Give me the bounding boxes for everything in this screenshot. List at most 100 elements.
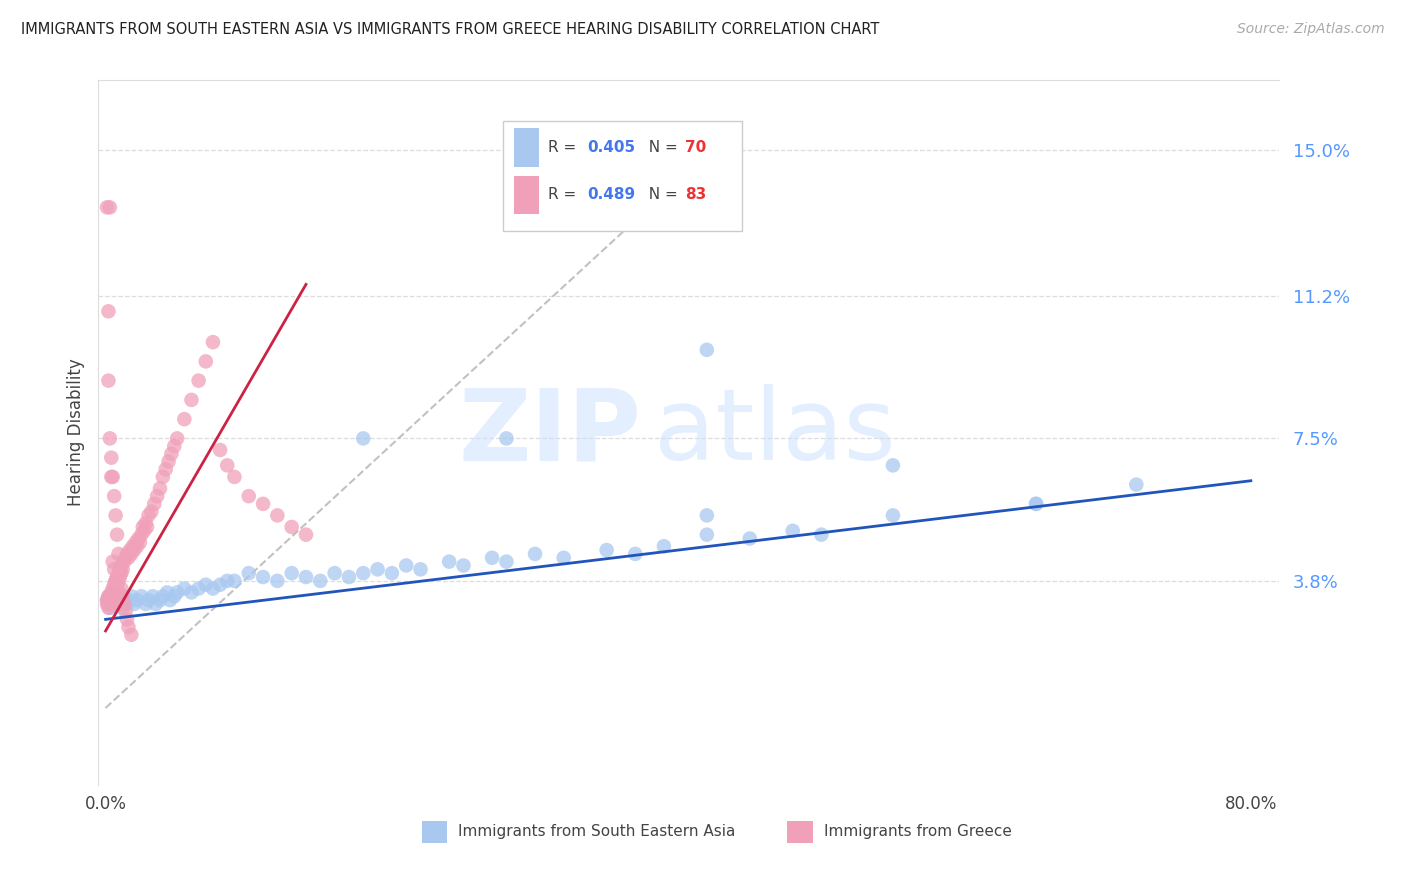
Point [104,589,127,603]
Point [238,566,260,581]
Point [149,482,172,496]
Point [595,543,617,558]
Point [166,585,188,599]
Point [157,454,180,468]
Point [146,489,169,503]
Point [156,585,179,599]
Point [882,508,904,523]
Point [121,539,143,553]
Point [323,566,346,581]
Point [252,570,274,584]
Point [352,566,374,581]
Point [111,589,134,603]
Text: IMMIGRANTS FROM SOUTH EASTERN ASIA VS IMMIGRANTS FROM GREECE HEARING DISABILITY : IMMIGRANTS FROM SOUTH EASTERN ASIA VS IM… [21,22,880,37]
Point [135,597,157,611]
Point [103,597,125,611]
Point [114,550,136,565]
Point [97,374,120,388]
Point [696,508,718,523]
Point [138,593,160,607]
Point [495,555,517,569]
Point [122,543,145,558]
Point [120,628,142,642]
Point [96,593,118,607]
Point [696,343,718,357]
Point [155,462,177,476]
Point [138,508,160,523]
Point [101,597,124,611]
Point [163,439,186,453]
Point [352,431,374,445]
Point [107,566,129,581]
Text: Source: ZipAtlas.com: Source: ZipAtlas.com [1237,22,1385,37]
Point [217,458,239,473]
Point [100,470,122,484]
Point [98,431,121,445]
Point [810,527,832,541]
Text: ZIP: ZIP [458,384,641,481]
Point [96,593,118,607]
Point [131,589,153,603]
Point [98,200,121,214]
Point [1025,497,1047,511]
Point [100,597,122,611]
Point [125,593,148,607]
Bar [787,821,813,843]
Point [120,547,142,561]
Point [104,508,127,523]
Point [173,582,195,596]
Point [135,516,157,530]
Point [108,566,131,581]
Point [100,593,122,607]
Point [152,589,174,603]
Point [201,335,224,350]
Point [1125,477,1147,491]
Point [141,504,163,518]
Point [209,578,232,592]
Point [652,539,675,553]
Point [117,593,139,607]
Point [624,547,647,561]
Point [117,620,139,634]
Point [107,574,129,588]
FancyBboxPatch shape [503,120,742,231]
Point [142,589,165,603]
Point [104,582,127,596]
Point [118,543,141,558]
Point [111,562,134,576]
Point [882,458,904,473]
Point [96,597,118,611]
Point [495,431,517,445]
Point [103,562,125,576]
Point [105,578,128,592]
Text: N =: N = [640,140,683,155]
Point [115,597,138,611]
Point [110,582,132,596]
Point [524,547,547,561]
Point [224,470,246,484]
Point [107,597,129,611]
Text: Immigrants from Greece: Immigrants from Greece [824,824,1012,839]
Point [117,550,139,565]
Point [120,589,142,603]
Point [180,392,202,407]
Point [100,589,122,603]
Point [266,508,288,523]
Point [96,200,118,214]
Point [108,562,131,576]
Point [1025,497,1047,511]
Text: 70: 70 [686,140,707,155]
Point [381,566,404,581]
Point [108,570,131,584]
Point [187,374,209,388]
Point [209,442,232,457]
Point [100,450,122,465]
Point [160,447,183,461]
Point [100,585,122,599]
Point [134,524,156,538]
Point [101,589,124,603]
Point [98,597,121,611]
Point [696,527,718,541]
Point [112,555,135,569]
Point [101,470,124,484]
